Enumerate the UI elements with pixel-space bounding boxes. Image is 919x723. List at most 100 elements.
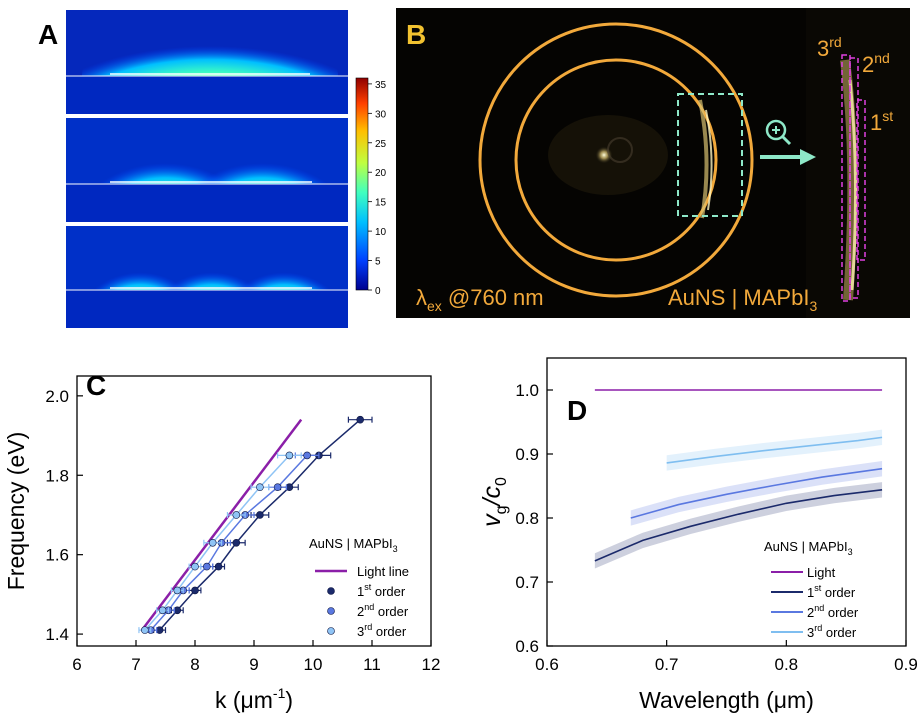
legend-label: 3rd order — [807, 623, 857, 640]
x-axis-label-sup: -1 — [273, 685, 286, 701]
legend-title-sub: 3 — [393, 544, 398, 554]
field-map-mode-3 — [66, 226, 348, 328]
field-map-mode-2 — [66, 118, 348, 222]
legend-title-part: AuNS | MAPbI — [309, 536, 393, 551]
legend-label-num: 3 — [807, 625, 814, 640]
x-axis-label-part: ) — [285, 687, 293, 713]
colorbar — [355, 77, 369, 291]
legend-title: AuNS | MAPbI3 — [309, 536, 398, 554]
legend-label-suffix: order — [371, 584, 406, 599]
x-axis-label: k (μm-1) — [215, 685, 293, 713]
light-line — [140, 418, 303, 631]
field-map-mode-1 — [66, 10, 348, 114]
y-axis-label-sub: 0 — [493, 477, 510, 486]
colorbar-tick-label: 10 — [375, 227, 387, 238]
colorbar-tick-label: 0 — [375, 286, 381, 297]
x-tick-label: 10 — [304, 655, 323, 674]
x-tick-label: 6 — [72, 655, 81, 674]
series-line — [594, 489, 883, 562]
data-point — [214, 562, 223, 571]
legend-title-sub: 3 — [848, 547, 853, 557]
colorbar-tick-label: 5 — [375, 257, 381, 268]
series-line — [144, 454, 290, 631]
legend-label-num: 3 — [357, 624, 364, 639]
series-line — [666, 436, 883, 464]
colorbar-tick-label: 25 — [375, 139, 387, 150]
legend-label-sup: st — [814, 583, 822, 593]
y-tick-label: 1.4 — [45, 625, 69, 644]
data-point — [273, 483, 282, 491]
y-axis-label: vg/c0 — [478, 477, 510, 527]
legend-marker — [327, 587, 335, 595]
legend-label: 1st order — [807, 583, 856, 600]
colorbar-tick-label: 20 — [375, 168, 387, 179]
legend-title-part: AuNS | MAPbI — [764, 539, 848, 554]
legend-label-sup: rd — [814, 623, 822, 633]
legend-label: Light — [807, 565, 836, 580]
data-point — [256, 483, 264, 491]
y-axis-label: Frequency (eV) — [3, 432, 29, 591]
legend-marker — [327, 607, 335, 615]
y-tick-label: 1.0 — [515, 381, 539, 400]
data-point — [232, 511, 241, 519]
legend-label-sup: nd — [364, 602, 374, 612]
series-line — [630, 467, 883, 519]
legend-label-num: 1 — [357, 584, 364, 599]
legend-label-num: 2 — [357, 604, 364, 619]
data-point — [158, 606, 167, 615]
colorbar-ticks: 35 30 25 20 15 10 5 0 — [368, 80, 387, 297]
legend-marker — [327, 627, 335, 635]
data-point — [232, 538, 241, 547]
y-axis-label-sub: g — [493, 505, 510, 514]
zoom-in-icon — [765, 119, 792, 146]
colorbar-tick-label: 30 — [375, 109, 387, 120]
order-label-1st: 1st — [870, 108, 893, 135]
x-tick-label: 9 — [249, 655, 258, 674]
panel-c: C 6 7 8 9 10 11 121.41.61.82.0k (μm-1)Frequenc… — [3, 370, 440, 713]
data-point — [256, 511, 264, 519]
x-tick-label: 0.8 — [775, 655, 799, 674]
legend-label-suffix: Light — [807, 565, 836, 580]
panel-a: A — [38, 10, 387, 328]
data-point — [203, 562, 211, 571]
excitation-spot — [595, 146, 613, 164]
material-label: AuNS | MAPbI3 — [668, 285, 817, 314]
confidence-band — [594, 482, 883, 569]
y-tick-label: 0.8 — [515, 509, 539, 528]
y-tick-label: 0.9 — [515, 445, 539, 464]
x-tick-label: 0.7 — [655, 655, 679, 674]
panel-c-label: C — [86, 370, 106, 401]
legend-label: 3rd order — [357, 622, 407, 639]
x-tick-label: 0.6 — [535, 655, 559, 674]
panel-a-label: A — [38, 19, 58, 50]
data-point — [191, 586, 199, 595]
plot-frame — [546, 357, 907, 647]
y-tick-label: 2.0 — [45, 387, 69, 406]
outer-ring — [478, 22, 754, 298]
colorbar-tick-label: 35 — [375, 80, 387, 91]
legend-label-suffix: order — [374, 604, 409, 619]
y-tick-label: 1.6 — [45, 546, 69, 565]
legend-label-suffix: order — [822, 625, 857, 640]
legend-label-light-line: Light line — [357, 564, 409, 579]
series-line — [150, 454, 308, 631]
panel-b: B 3rd 2nd 1st λex @760 nm AuNS | MAPbI3 — [396, 8, 910, 318]
arrow-right-icon — [760, 149, 816, 165]
legend-label-suffix: order — [824, 605, 859, 620]
legend-label-suffix: order — [372, 624, 407, 639]
zoomed-fringes — [840, 54, 866, 302]
legend-label-sup: rd — [364, 622, 372, 632]
order-label-2nd: 2nd — [862, 50, 890, 77]
data-point — [173, 586, 182, 595]
zoom-box — [677, 93, 743, 217]
data-point — [141, 626, 149, 634]
legend-label-num: 2 — [807, 605, 814, 620]
inner-ring — [514, 58, 718, 262]
legend-label: 1st order — [357, 582, 406, 599]
panel-b-label: B — [406, 19, 426, 50]
legend-label-sup: nd — [814, 603, 824, 613]
x-tick-label: 12 — [422, 655, 441, 674]
legend-label: 2nd order — [807, 603, 859, 620]
